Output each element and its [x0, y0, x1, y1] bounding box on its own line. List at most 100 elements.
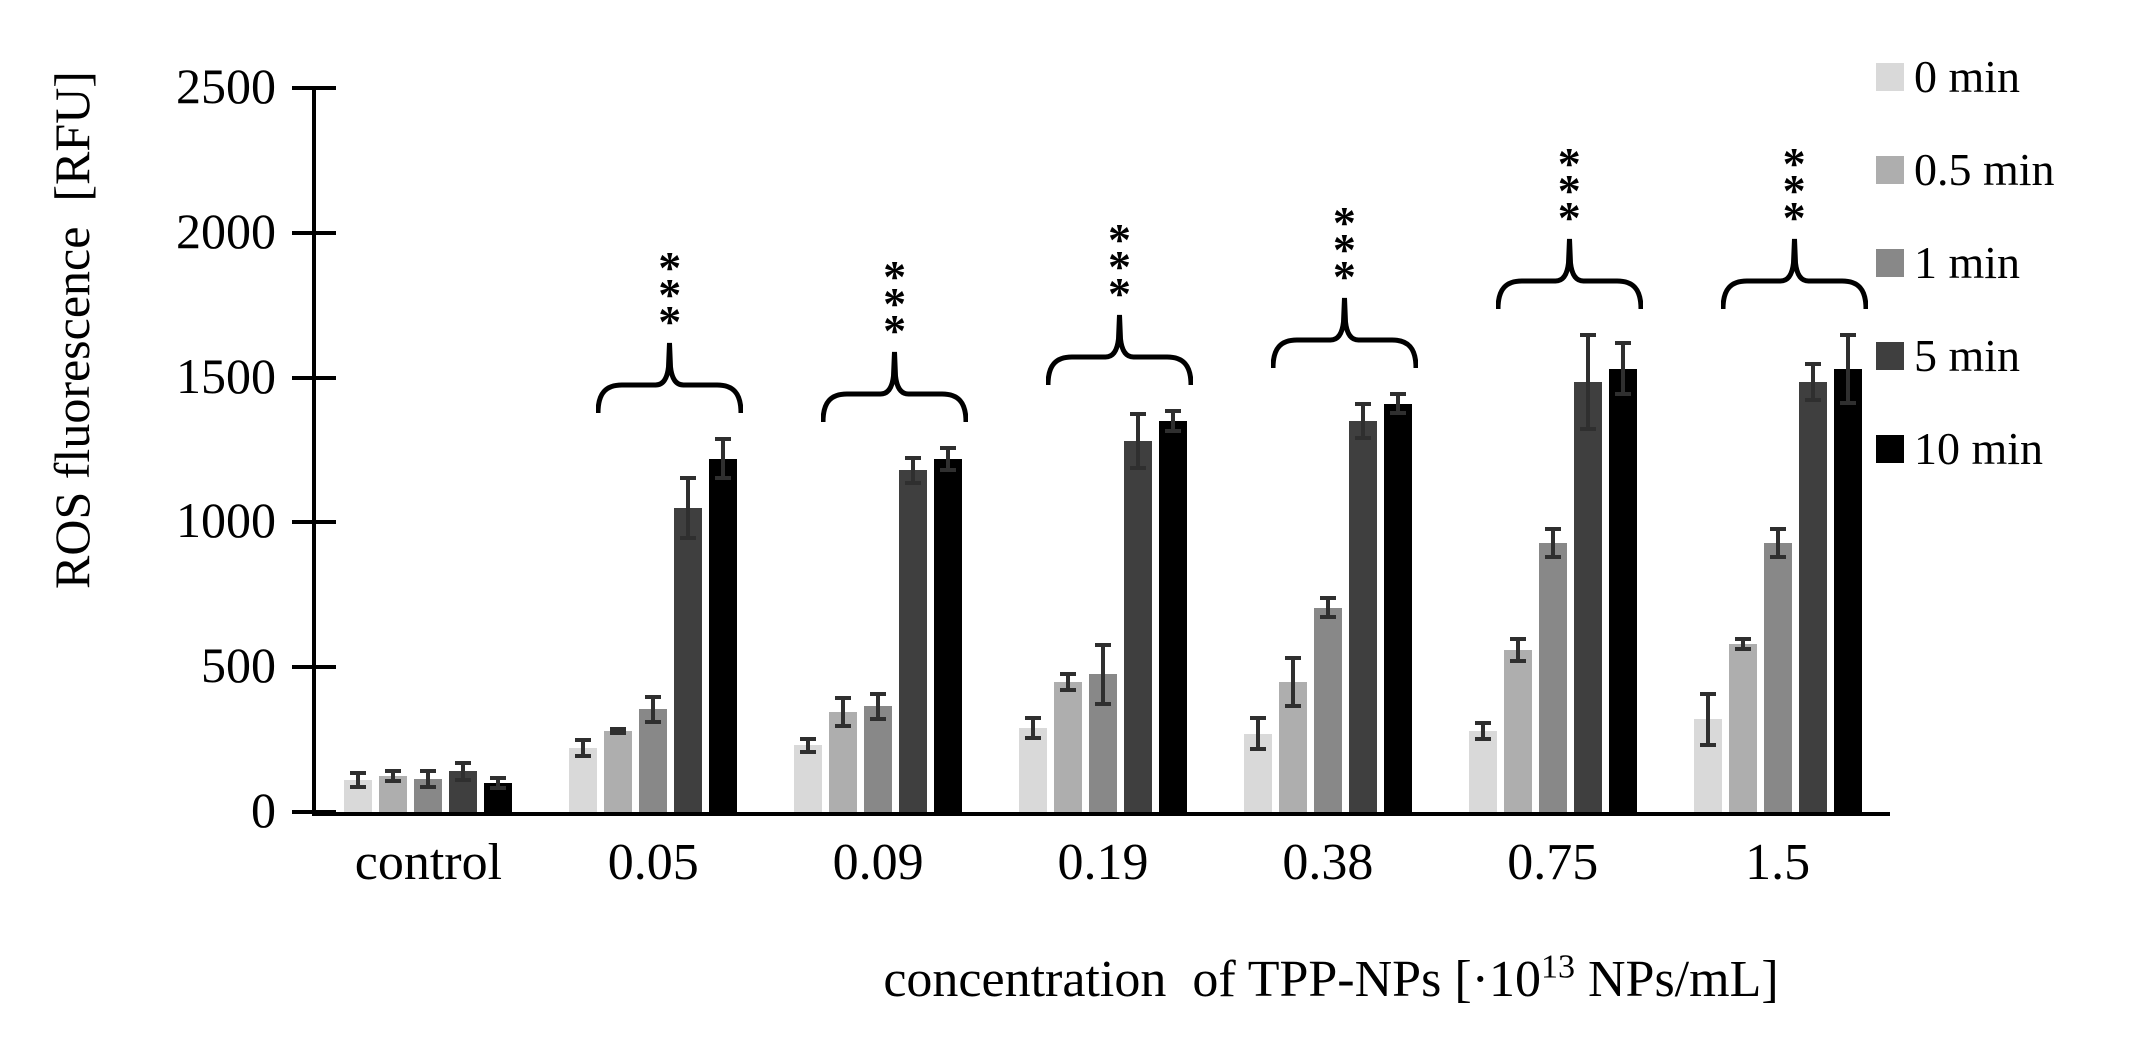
error-bar-5min-0.09	[905, 455, 922, 485]
x-category-label: 0.75	[1507, 834, 1599, 891]
error-bar-1min-0.19	[1094, 642, 1111, 707]
bar-group-0.19: * * *	[991, 88, 1216, 812]
legend-swatch-icon	[1876, 249, 1904, 277]
asterisk: *	[1782, 191, 1806, 243]
y-tick-label: 2500	[176, 58, 276, 114]
x-category-label: 0.38	[1282, 834, 1374, 891]
bar-10min-0.38	[1383, 403, 1412, 812]
bar-1min-0.38	[1313, 607, 1342, 812]
x-axis-title-units: NPs/mL]	[1574, 951, 1779, 1008]
bar-1min-0.05	[639, 709, 668, 812]
x-category-label: 0.05	[607, 834, 699, 891]
asterisk: *	[1557, 164, 1581, 216]
error-bar-10min-control	[490, 775, 507, 791]
error-bar-0min-control	[350, 771, 367, 789]
y-tick-label: 2000	[176, 202, 276, 259]
asterisk: *	[883, 250, 907, 302]
bar-10min-0.09	[934, 458, 963, 812]
error-bar-0.5min-0.19	[1059, 671, 1076, 692]
legend-item-10min: 10 min	[1876, 426, 2055, 472]
y-tick-label: 1000	[176, 492, 276, 549]
error-bar-1min-0.05	[645, 694, 662, 724]
error-bar-0min-0.75	[1474, 720, 1491, 742]
curly-brace-icon	[1270, 297, 1419, 371]
error-bar-5min-0.75	[1579, 332, 1596, 432]
bar-5min-0.75	[1573, 381, 1602, 812]
bar-0min-0.05	[569, 748, 598, 812]
error-bar-0.5min-0.38	[1284, 655, 1301, 708]
bar-1min-0.09	[864, 706, 893, 812]
x-axis-title-text: concentration of TPP-NPs [·10	[883, 951, 1541, 1008]
error-bar-1min-0.38	[1319, 596, 1336, 620]
bar-0min-0.75	[1468, 730, 1497, 812]
error-bar-5min-0.19	[1129, 412, 1146, 471]
curly-brace-icon	[820, 351, 969, 425]
curly-brace-icon	[1495, 238, 1644, 312]
asterisk: *	[883, 304, 907, 356]
asterisk: *	[883, 277, 907, 329]
bar-0.5min-0.19	[1053, 681, 1082, 812]
bar-0min-0.09	[794, 745, 823, 812]
error-bar-0min-0.38	[1249, 716, 1266, 752]
error-bar-10min-0.38	[1389, 392, 1406, 416]
legend-item-0.5min: 0.5 min	[1876, 147, 2055, 193]
asterisk: *	[1782, 137, 1806, 189]
error-bar-0min-0.09	[800, 736, 817, 755]
asterisk: *	[1332, 251, 1356, 303]
bar-5min-0.05	[674, 507, 703, 812]
bar-10min-0.75	[1608, 368, 1637, 812]
x-category-label: 0.09	[832, 834, 924, 891]
legend-label: 0.5 min	[1914, 144, 2055, 195]
legend-label: 5 min	[1914, 330, 2021, 381]
bar-0.5min-0.75	[1503, 649, 1532, 812]
bar-0.5min-0.09	[829, 712, 858, 812]
significance-asterisks: * * *	[1089, 214, 1149, 320]
error-bar-0.5min-control	[385, 768, 402, 784]
significance-asterisks: * * *	[640, 244, 700, 347]
legend-label: 1 min	[1914, 237, 2021, 288]
legend: 0 min 0.5 min 1 min 5 min 10 min	[1876, 54, 2055, 519]
bar-0.5min-0.05	[604, 730, 633, 812]
curly-brace-icon	[1720, 238, 1869, 312]
significance-asterisks: * * *	[1314, 200, 1374, 303]
error-bar-10min-0.09	[940, 445, 957, 472]
error-bar-10min-0.19	[1164, 409, 1181, 433]
significance-brace	[595, 339, 744, 416]
error-bar-1min-0.75	[1544, 526, 1561, 559]
error-bar-0.5min-1.5	[1734, 636, 1751, 652]
asterisk: *	[658, 268, 682, 320]
asterisk: *	[1557, 137, 1581, 189]
asterisk: *	[1332, 224, 1356, 276]
y-tick-label: 0	[251, 782, 276, 838]
error-bar-1min-0.09	[870, 691, 887, 721]
error-bar-5min-1.5	[1804, 361, 1821, 403]
y-tick	[292, 810, 336, 814]
significance-brace	[1045, 311, 1194, 388]
legend-item-5min: 5 min	[1876, 333, 2055, 379]
error-bar-5min-0.05	[680, 476, 697, 540]
significance-brace	[1720, 235, 1869, 312]
x-axis-title: concentration of TPP-NPs [·1013 NPs/mL]	[883, 950, 1778, 1009]
error-bar-5min-control	[455, 761, 472, 782]
bar-10min-1.5	[1833, 368, 1862, 812]
y-axis-title: ROS fluorescence [RFU]	[44, 71, 100, 589]
asterisk: *	[1107, 268, 1131, 320]
asterisk: *	[1107, 241, 1131, 293]
significance-asterisks: * * *	[1539, 137, 1599, 240]
bar-10min-0.05	[709, 458, 738, 812]
bar-5min-0.09	[899, 470, 928, 812]
x-category-label: 1.5	[1745, 834, 1811, 891]
legend-label: 10 min	[1914, 423, 2044, 474]
legend-item-1min: 1 min	[1876, 240, 2055, 286]
error-bar-0min-0.19	[1024, 716, 1041, 740]
asterisk: *	[658, 295, 682, 347]
significance-brace	[1270, 294, 1419, 371]
bar-5min-0.19	[1123, 441, 1152, 812]
bar-group-0.05: * * *	[541, 88, 766, 812]
significance-asterisks: * * *	[865, 250, 925, 356]
asterisk: *	[1107, 214, 1131, 266]
x-category-label: control	[354, 834, 503, 891]
error-bar-10min-1.5	[1839, 332, 1856, 406]
bar-group-1.5: * * *	[1665, 88, 1890, 812]
